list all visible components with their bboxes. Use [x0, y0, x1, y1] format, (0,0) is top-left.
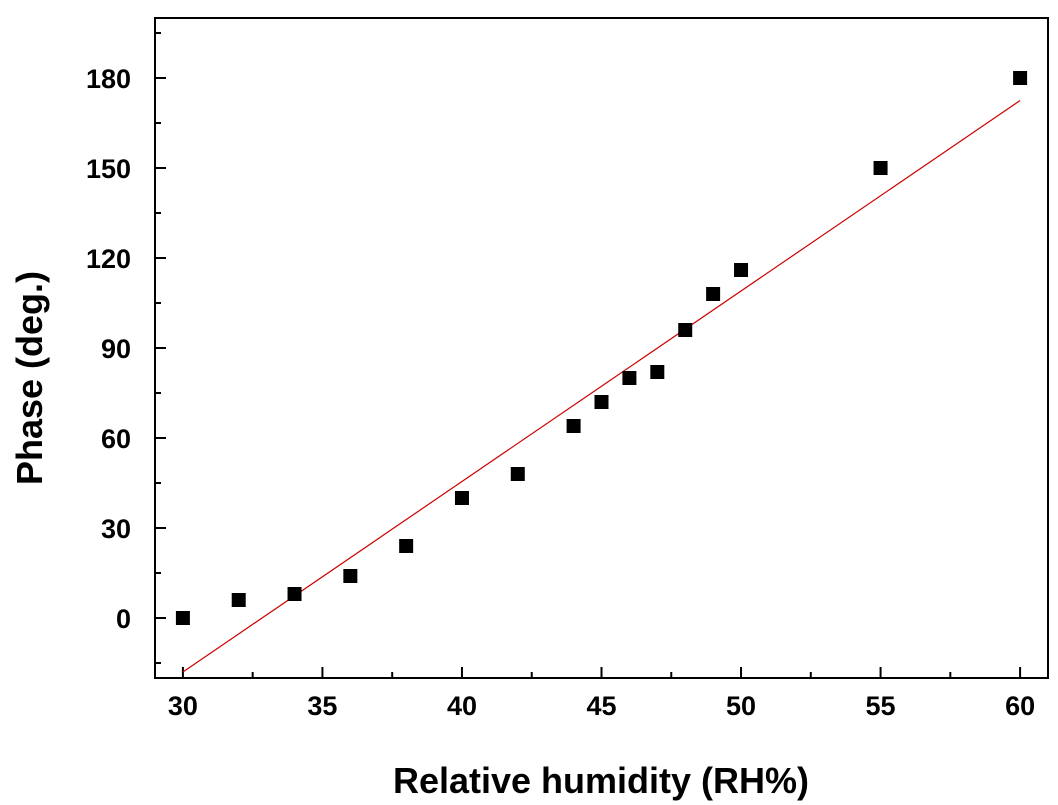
fit-line [182, 100, 1021, 673]
x-tick-label: 35 [307, 691, 337, 721]
data-point [1013, 71, 1028, 85]
data-point [287, 587, 302, 601]
plot-frame [154, 17, 1049, 679]
data-point [510, 467, 525, 481]
y-axis-ticks: 0 30 60 90 120 150 180 [86, 32, 166, 664]
x-tick-label: 60 [1005, 691, 1035, 721]
x-axis-title: Relative humidity (RH%) [393, 760, 809, 801]
x-axis-ticks: 30 35 40 45 50 55 60 [168, 667, 1035, 721]
x-tick-label: 55 [866, 691, 896, 721]
data-point [454, 491, 469, 505]
y-tick-label: 90 [101, 334, 131, 364]
y-tick-label: 60 [101, 424, 131, 454]
y-tick-label: 120 [86, 244, 131, 274]
x-tick-label: 40 [447, 691, 477, 721]
y-tick-label: 0 [116, 604, 131, 634]
series-layer [175, 71, 1028, 673]
data-point [734, 263, 749, 277]
data-point [650, 365, 665, 379]
data-point [399, 539, 414, 553]
data-point [231, 593, 246, 607]
data-point [175, 611, 190, 625]
data-point [622, 371, 637, 385]
data-point [566, 419, 581, 433]
x-tick-label: 45 [586, 691, 616, 721]
y-tick-label: 150 [86, 154, 131, 184]
data-point [594, 395, 609, 409]
x-tick-label: 30 [168, 691, 198, 721]
data-point [706, 287, 721, 301]
y-axis-title: Phase (deg.) [9, 271, 50, 485]
x-tick-label: 50 [726, 691, 756, 721]
data-point [873, 161, 888, 175]
data-point [678, 323, 693, 337]
y-tick-label: 30 [101, 514, 131, 544]
data-point [343, 569, 358, 583]
y-tick-label: 180 [86, 64, 131, 94]
